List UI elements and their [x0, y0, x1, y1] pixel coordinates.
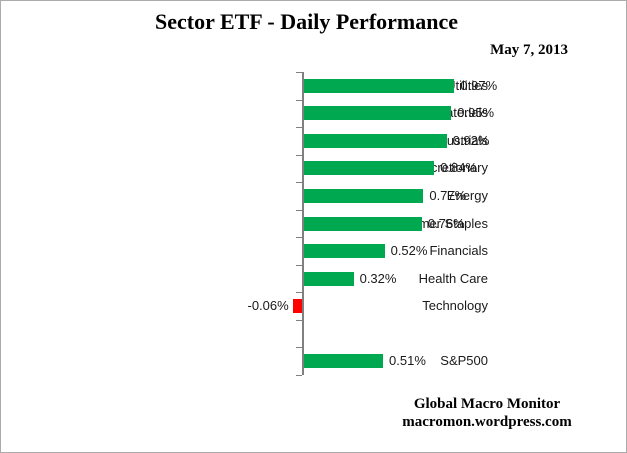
chart-date: May 7, 2013: [490, 42, 568, 58]
category-label: Energy: [446, 187, 488, 203]
bar-financials: [304, 244, 385, 259]
axis-tick: [296, 154, 302, 156]
value-label: 0.84%: [440, 160, 478, 176]
attribution-url: macromon.wordpress.com: [402, 414, 572, 430]
axis-tick: [296, 347, 302, 349]
bar-materials: [304, 106, 452, 121]
value-label: 0.51%: [389, 353, 426, 369]
value-label: 0.97%: [460, 77, 498, 93]
bar-utilities: [304, 78, 455, 93]
category-label: S&P500: [440, 353, 488, 369]
axis-tick: [296, 292, 302, 294]
bar-industrials: [304, 133, 447, 148]
axis-tick: [296, 182, 302, 184]
category-label: Financials: [429, 243, 488, 259]
value-label: 0.52%: [390, 243, 428, 259]
axis-tick: [296, 127, 302, 129]
category-label: Technology: [422, 298, 488, 314]
axis-tick: [296, 99, 302, 101]
value-label: 0.95%: [457, 105, 495, 121]
category-axis-line: [302, 72, 304, 375]
value-label: 0.32%: [359, 270, 397, 286]
value-label: 0.92%: [452, 132, 490, 148]
axis-tick: [296, 319, 302, 321]
value-label: 0.76%: [427, 215, 465, 231]
bar-health-care: [304, 271, 354, 286]
axis-tick: [296, 237, 302, 239]
axis-tick: [296, 209, 302, 211]
value-label: -0.06%: [247, 298, 289, 314]
axis-tick: [296, 72, 302, 73]
attribution-name: Global Macro Monitor: [413, 396, 561, 412]
category-label: Utilities: [446, 77, 488, 93]
axis-tick: [296, 375, 302, 376]
attribution: Global Macro Monitor macromon.wordpress.…: [337, 395, 626, 431]
bar-consumer-discretionary: [304, 161, 435, 176]
bar-energy: [304, 188, 424, 203]
chart-title: Sector ETF - Daily Performance: [154, 9, 458, 34]
axis-tick: [296, 264, 302, 266]
bar-consumer-staples: [304, 216, 422, 231]
bar-s-p500: [304, 354, 384, 369]
bar-technology: [292, 299, 302, 314]
category-label: Health Care: [418, 270, 488, 286]
value-label: 0.77%: [429, 187, 467, 203]
